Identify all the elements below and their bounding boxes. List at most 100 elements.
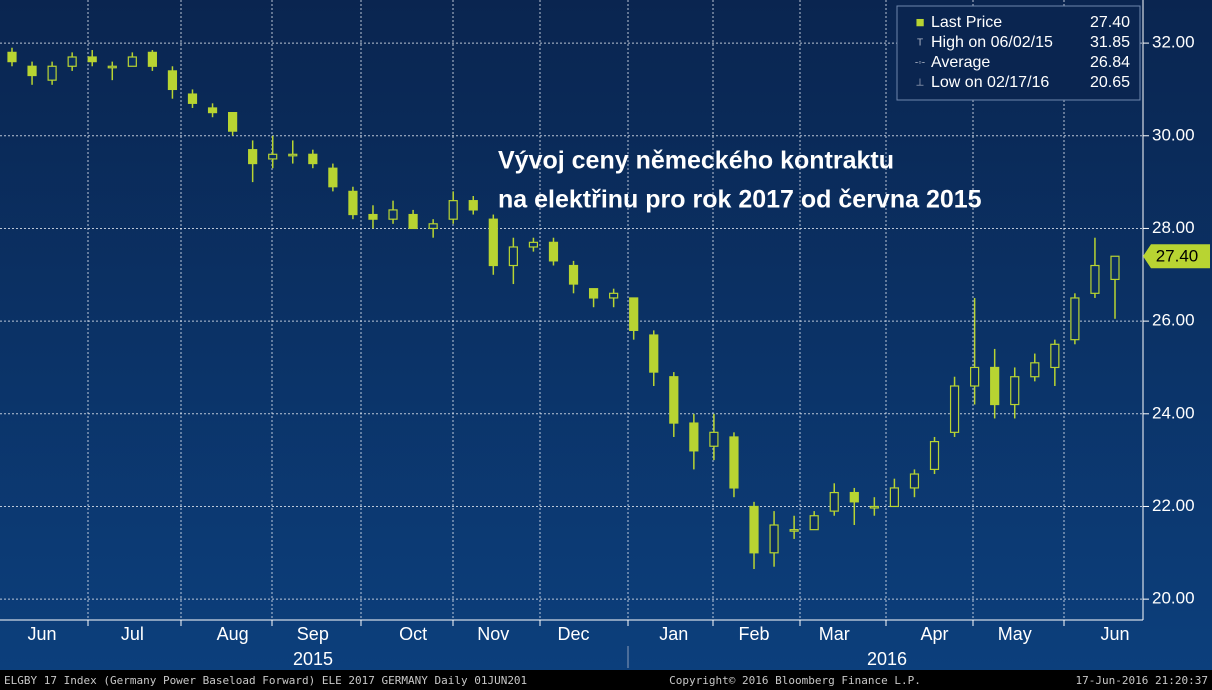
x-tick-label: Apr [921,624,949,644]
candle-body [348,190,358,216]
candle-body [609,292,619,299]
candle-body [789,529,799,532]
legend-value: 20.65 [1090,74,1130,91]
x-tick-label: Feb [739,624,770,644]
candle-body [1070,297,1080,341]
candle-body [709,431,719,447]
x-tick-label: Dec [558,624,590,644]
legend-label: Low on 02/17/16 [931,74,1049,91]
footer-right: 17-Jun-2016 21:20:37 [1076,674,1208,687]
candle-body [67,56,77,67]
candle-body [909,473,920,489]
candle-body [127,56,137,67]
candle-body [368,213,378,220]
candle-body [7,51,17,63]
candle-body [1010,376,1020,406]
candle-body [568,264,579,285]
legend-icon: ■ [915,14,924,31]
y-tick-label: 26.00 [1152,311,1195,330]
candle-body [1090,264,1100,294]
background [0,0,1212,670]
candle-body [528,241,539,248]
x-tick-label: Jun [28,624,57,644]
candle-body [468,200,478,211]
legend-label: Last Price [931,14,1002,31]
candle-body [87,56,97,63]
legend: ■ Last Price 27.40 T High on 06/02/15 31.85 -◦… [896,5,1141,101]
legend-value: 26.84 [1090,54,1130,71]
x-tick-label: Jul [121,624,144,644]
candle-body [1050,343,1060,369]
candle-body [869,505,879,509]
candle-body [207,107,218,114]
legend-icon: ⊥ [916,78,925,89]
candle-body [308,153,318,165]
candle-body [889,487,900,508]
x-tick-label: Jan [659,624,688,644]
year-label: 2015 [293,649,333,669]
candle-body [809,515,819,531]
x-tick-label: Sep [297,624,329,644]
y-tick-label: 32.00 [1152,33,1195,52]
candle-body [689,422,699,452]
x-tick-label: May [998,624,1032,644]
y-tick-label: 24.00 [1152,403,1195,422]
candle-body [187,93,198,104]
legend-value: 31.85 [1090,34,1130,51]
candle-body [448,200,458,220]
candle-body [248,149,258,165]
candle-body [388,209,398,220]
y-tick-label: 22.00 [1152,496,1195,515]
y-tick-label: 28.00 [1152,218,1195,237]
candle-body [729,436,739,489]
candle-body [147,51,157,67]
candle-body [829,491,839,512]
last-price-label: 27.40 [1156,247,1199,266]
x-tick-label: Oct [399,624,427,644]
candle-body [749,505,759,554]
legend-label: High on 06/02/15 [931,34,1053,51]
x-tick-label: Jun [1100,624,1129,644]
x-tick-label: Mar [819,624,850,644]
candle-body [1110,255,1120,281]
candle-body [548,241,559,262]
candle-body [268,153,278,160]
candle-body [849,491,859,503]
x-tick-label: Nov [477,624,509,644]
candle-body [588,288,599,299]
legend-value: 27.40 [1090,14,1130,31]
annotation: Vývoj ceny německého kontraktu [498,147,894,175]
footer-center: Copyright© 2016 Bloomberg Finance L.P. [669,674,921,687]
candle-body [970,366,980,387]
candle-body [47,65,57,81]
x-tick-label: Aug [217,624,249,644]
candle-body [769,524,779,554]
candle-body [949,385,960,433]
candle-body [508,246,518,267]
candle-body [629,297,639,331]
candle-body [649,334,659,373]
year-label: 2016 [867,649,907,669]
candle-body [288,153,298,157]
y-tick-label: 30.00 [1152,125,1195,144]
candle-body [428,223,438,230]
candle-body [167,70,178,91]
annotation: na elektřinu pro rok 2017 od června 2015 [498,186,982,214]
legend-box [896,5,1141,101]
candle-body [929,440,940,471]
candle-body [228,112,238,132]
candle-body [669,376,679,424]
candle-body [1030,362,1040,378]
candle-body [328,167,338,188]
y-tick-label: 20.00 [1152,589,1195,608]
candle-body [990,366,1000,406]
legend-icon: T [917,38,923,49]
legend-icon: -◦- [915,58,925,69]
candle-body [488,218,498,267]
footer-bar [0,670,1212,690]
candle-body [27,65,37,77]
footer-left: ELGBY 17 Index (Germany Power Baseload F… [4,674,527,687]
legend-label: Average [931,54,990,71]
last-price-tag [1143,244,1210,269]
